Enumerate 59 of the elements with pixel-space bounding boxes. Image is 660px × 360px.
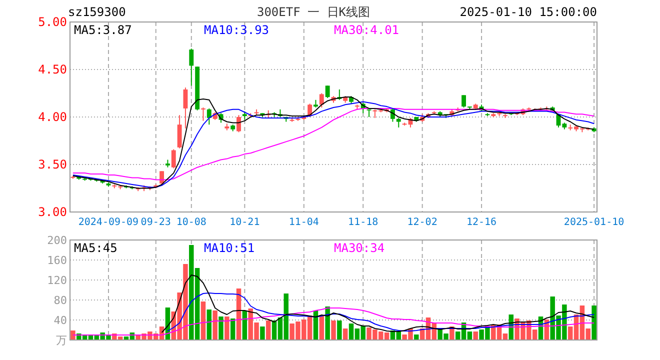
text: MA10:3.93 [204,23,270,37]
candlestick [171,148,176,169]
candlestick [177,114,182,149]
bar [337,320,342,340]
line-series [161,274,595,333]
text: MA5:3.87 [74,23,132,37]
text: 2025-01-10 15:00:00 [460,5,597,19]
bar [70,330,76,340]
text: sz159300 [68,5,126,19]
line-series [72,308,595,336]
text: MA5:45 [74,241,118,255]
bar [342,328,348,340]
candlestick [236,114,241,133]
bar [260,326,265,340]
candlestick [396,117,401,128]
y-tick-label: 3.50 [38,158,67,172]
candlestick [189,48,194,86]
candlestick [462,94,466,108]
bar [325,306,330,340]
bar [331,320,336,340]
bar [224,316,230,340]
bar [592,306,596,340]
text: MA10:51 [204,241,255,255]
candlestick [319,92,324,108]
x-tick-label: 11-18 [348,217,378,228]
y-tick-label: 3.00 [38,205,67,219]
y-tick-label: 200 [47,234,67,247]
y-tick-label: 160 [47,254,67,267]
y-tick-label: 120 [47,274,67,287]
candlestick [160,170,164,185]
candlestick [201,107,206,122]
bar [206,310,212,340]
x-tick-label: 09-23 [140,217,171,228]
bar [414,334,419,340]
text: MA30:4.01 [334,23,400,37]
y-tick-label: 80 [54,294,67,307]
candlestick [325,85,330,98]
line-series [167,292,595,332]
y-tick-label: 5.00 [38,15,67,29]
bar [212,310,218,340]
x-tick-label: 2024-09-09 [78,217,139,228]
bar [266,320,271,340]
x-tick-label: 10-08 [176,217,206,228]
y-tick-label: 40 [54,314,67,327]
y-tick-label: 4.50 [38,62,67,76]
x-tick-label: 11-04 [288,217,319,228]
x-tick-label: 10-21 [230,217,260,228]
x-tick-label: 12-16 [466,217,497,228]
x-tick-label: 2025-01-10 [564,217,624,228]
candlestick [206,108,212,126]
bar [218,316,224,340]
x-tick-label: 12-02 [407,217,438,228]
bar [473,332,478,340]
text: MA30:34 [334,241,385,255]
y-tick-label: 万 [56,334,67,347]
chart-title: 300ETF 一 日K线图 [256,5,370,19]
bar [200,302,206,340]
candlestick [183,87,188,129]
y-tick-label: 4.00 [38,110,67,124]
